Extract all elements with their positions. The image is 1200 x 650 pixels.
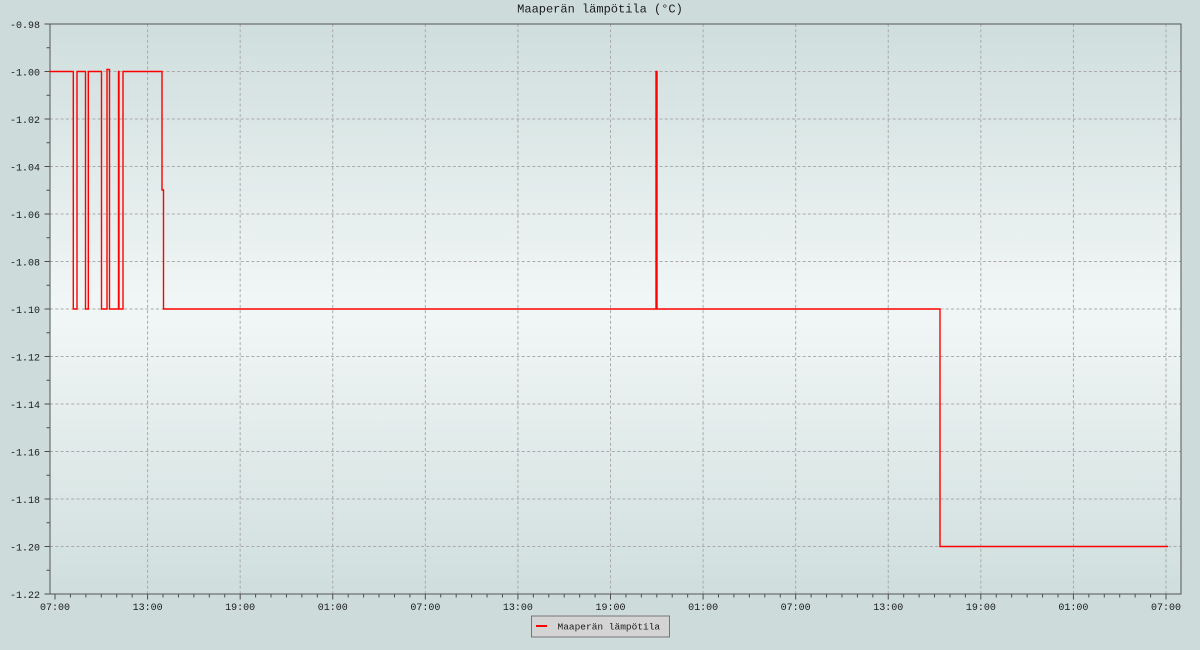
svg-text:-1.06: -1.06 <box>10 211 40 222</box>
svg-text:-1.08: -1.08 <box>10 259 40 270</box>
svg-text:-1.18: -1.18 <box>10 496 40 507</box>
svg-text:-0.98: -0.98 <box>10 21 40 32</box>
svg-text:07:00: 07:00 <box>781 603 811 614</box>
svg-text:07:00: 07:00 <box>40 603 70 614</box>
svg-text:01:00: 01:00 <box>1058 603 1088 614</box>
svg-text:Maaperän lämpötila (°C): Maaperän lämpötila (°C) <box>517 2 683 16</box>
svg-text:-1.22: -1.22 <box>10 591 40 602</box>
svg-text:-1.16: -1.16 <box>10 449 40 460</box>
svg-text:19:00: 19:00 <box>966 603 996 614</box>
svg-text:-1.14: -1.14 <box>10 401 40 412</box>
svg-text:-1.10: -1.10 <box>10 306 40 317</box>
svg-text:-1.00: -1.00 <box>10 69 40 80</box>
svg-text:01:00: 01:00 <box>688 603 718 614</box>
svg-text:13:00: 13:00 <box>133 603 163 614</box>
svg-text:19:00: 19:00 <box>595 603 625 614</box>
svg-text:07:00: 07:00 <box>410 603 440 614</box>
svg-text:-1.02: -1.02 <box>10 116 40 127</box>
svg-text:-1.20: -1.20 <box>10 544 40 555</box>
svg-text:07:00: 07:00 <box>1151 603 1181 614</box>
svg-text:19:00: 19:00 <box>225 603 255 614</box>
svg-text:13:00: 13:00 <box>503 603 533 614</box>
svg-text:-1.04: -1.04 <box>10 164 40 175</box>
svg-text:Maaperän lämpötila: Maaperän lämpötila <box>558 622 661 633</box>
svg-text:01:00: 01:00 <box>318 603 348 614</box>
svg-text:13:00: 13:00 <box>873 603 903 614</box>
svg-text:-1.12: -1.12 <box>10 354 40 365</box>
